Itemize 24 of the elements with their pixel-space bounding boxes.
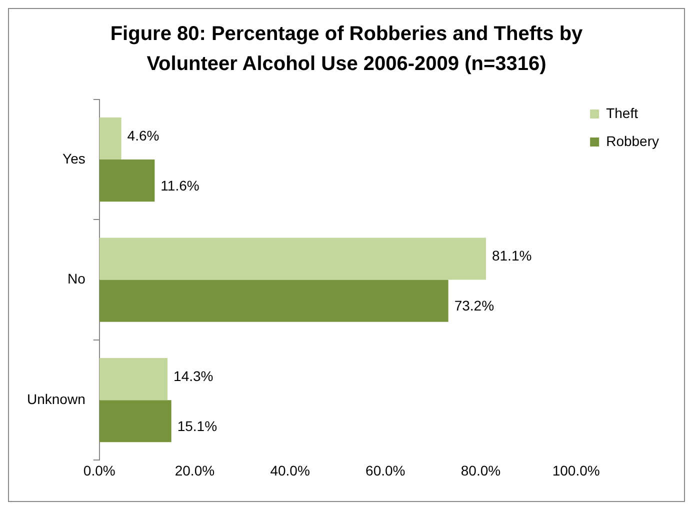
x-tick-label: 20.0%: [174, 462, 215, 478]
data-label: 14.3%: [174, 368, 214, 384]
x-tick-label: 100.0%: [552, 462, 600, 478]
bar: [99, 238, 486, 280]
x-tick-label: 40.0%: [270, 462, 310, 478]
chart-title: Figure 80: Percentage of Robberies and Thefts by Volunteer Alcohol Use 2006-2009 (n=3316): [109, 22, 584, 77]
y-tick-label: No: [67, 270, 86, 287]
legend-label: Robbery: [606, 132, 660, 149]
y-tick-label: Unknown: [26, 390, 86, 407]
bar: [99, 117, 122, 160]
bar: [99, 400, 172, 442]
bar: [99, 280, 448, 322]
data-label: 15.1%: [177, 418, 218, 434]
x-tick-label: 80.0%: [460, 462, 501, 478]
x-tick-label: 60.0%: [366, 462, 406, 478]
legend-label: Theft: [606, 104, 638, 121]
data-label: 11.6%: [160, 177, 200, 194]
y-tick-label: Yes: [62, 150, 86, 166]
data-label: 4.6%: [127, 127, 160, 144]
data-label: 81.1%: [492, 248, 532, 264]
x-tick-label: 0.0%: [83, 462, 116, 478]
bar: [99, 160, 155, 202]
data-label: 73.2%: [454, 298, 494, 314]
bar: [99, 358, 168, 400]
